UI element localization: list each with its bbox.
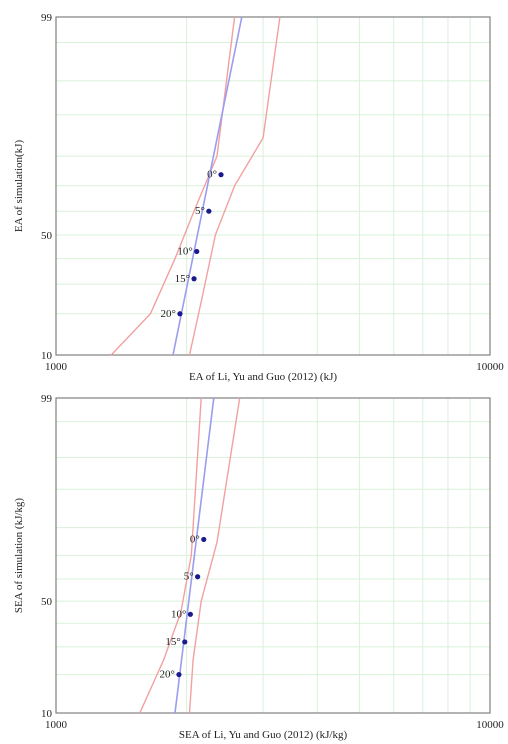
y-axis-label: EA of simulation(kJ) [13, 140, 25, 233]
data-point [206, 208, 212, 214]
data-point [218, 172, 224, 178]
y-tick-label: 10 [41, 708, 53, 720]
data-point-label: 10° [177, 245, 192, 257]
plot-frame [55, 16, 491, 356]
data-point [176, 671, 182, 678]
plot-frame [55, 397, 491, 714]
data-point [177, 311, 183, 317]
grid [56, 17, 490, 355]
x-axis-label: EA of Li, Yu and Guo (2012) (kJ) [189, 371, 337, 383]
x-tick-label: 10000 [476, 361, 504, 373]
confidence-bound-lower [139, 397, 202, 714]
data-point [182, 639, 188, 645]
x-tick-label: 10000 [476, 719, 504, 731]
data-point-label: 5° [195, 205, 205, 217]
fit-line [174, 397, 215, 714]
data-point-label: 5° [184, 571, 194, 583]
y-tick-label: 10 [41, 350, 53, 362]
fit-line [172, 16, 243, 356]
data-point-label: 0° [190, 533, 200, 545]
y-tick-label: 99 [41, 393, 53, 405]
data-point-label: 15° [175, 273, 190, 285]
data-point-label: 10° [171, 608, 186, 620]
y-axis-label: SEA of simulation (kJ/kg) [13, 498, 25, 614]
data-point [194, 248, 200, 255]
grid [56, 398, 490, 713]
chart-panel-1: 0° 5° 10° 15° 20° 1000 10000 10 50 99 EA of Li, Yu… [13, 12, 504, 383]
data-point [195, 574, 201, 580]
data-point [201, 536, 207, 543]
x-tick-label: 1000 [45, 361, 68, 373]
confidence-bound-upper [188, 16, 281, 356]
confidence-bound-upper [188, 397, 241, 714]
confidence-bound-lower [110, 16, 236, 356]
data-point-label: 20° [161, 308, 176, 320]
y-tick-label: 99 [41, 12, 53, 24]
data-point-label: 15° [165, 636, 180, 648]
data-point [187, 611, 193, 617]
data-point [191, 276, 197, 282]
data-point-label: 0° [207, 169, 217, 181]
x-axis-label: SEA of Li, Yu and Guo (2012) (kJ/kg) [179, 729, 348, 741]
x-tick-label: 1000 [45, 719, 68, 731]
y-tick-label: 50 [41, 596, 53, 608]
data-point-label: 20° [160, 669, 175, 681]
chart-panel-2: 0° 5° 10° 15° 20° 1000 10000 10 50 99 SEA of Li, Y… [13, 393, 504, 741]
y-tick-label: 50 [41, 230, 53, 242]
